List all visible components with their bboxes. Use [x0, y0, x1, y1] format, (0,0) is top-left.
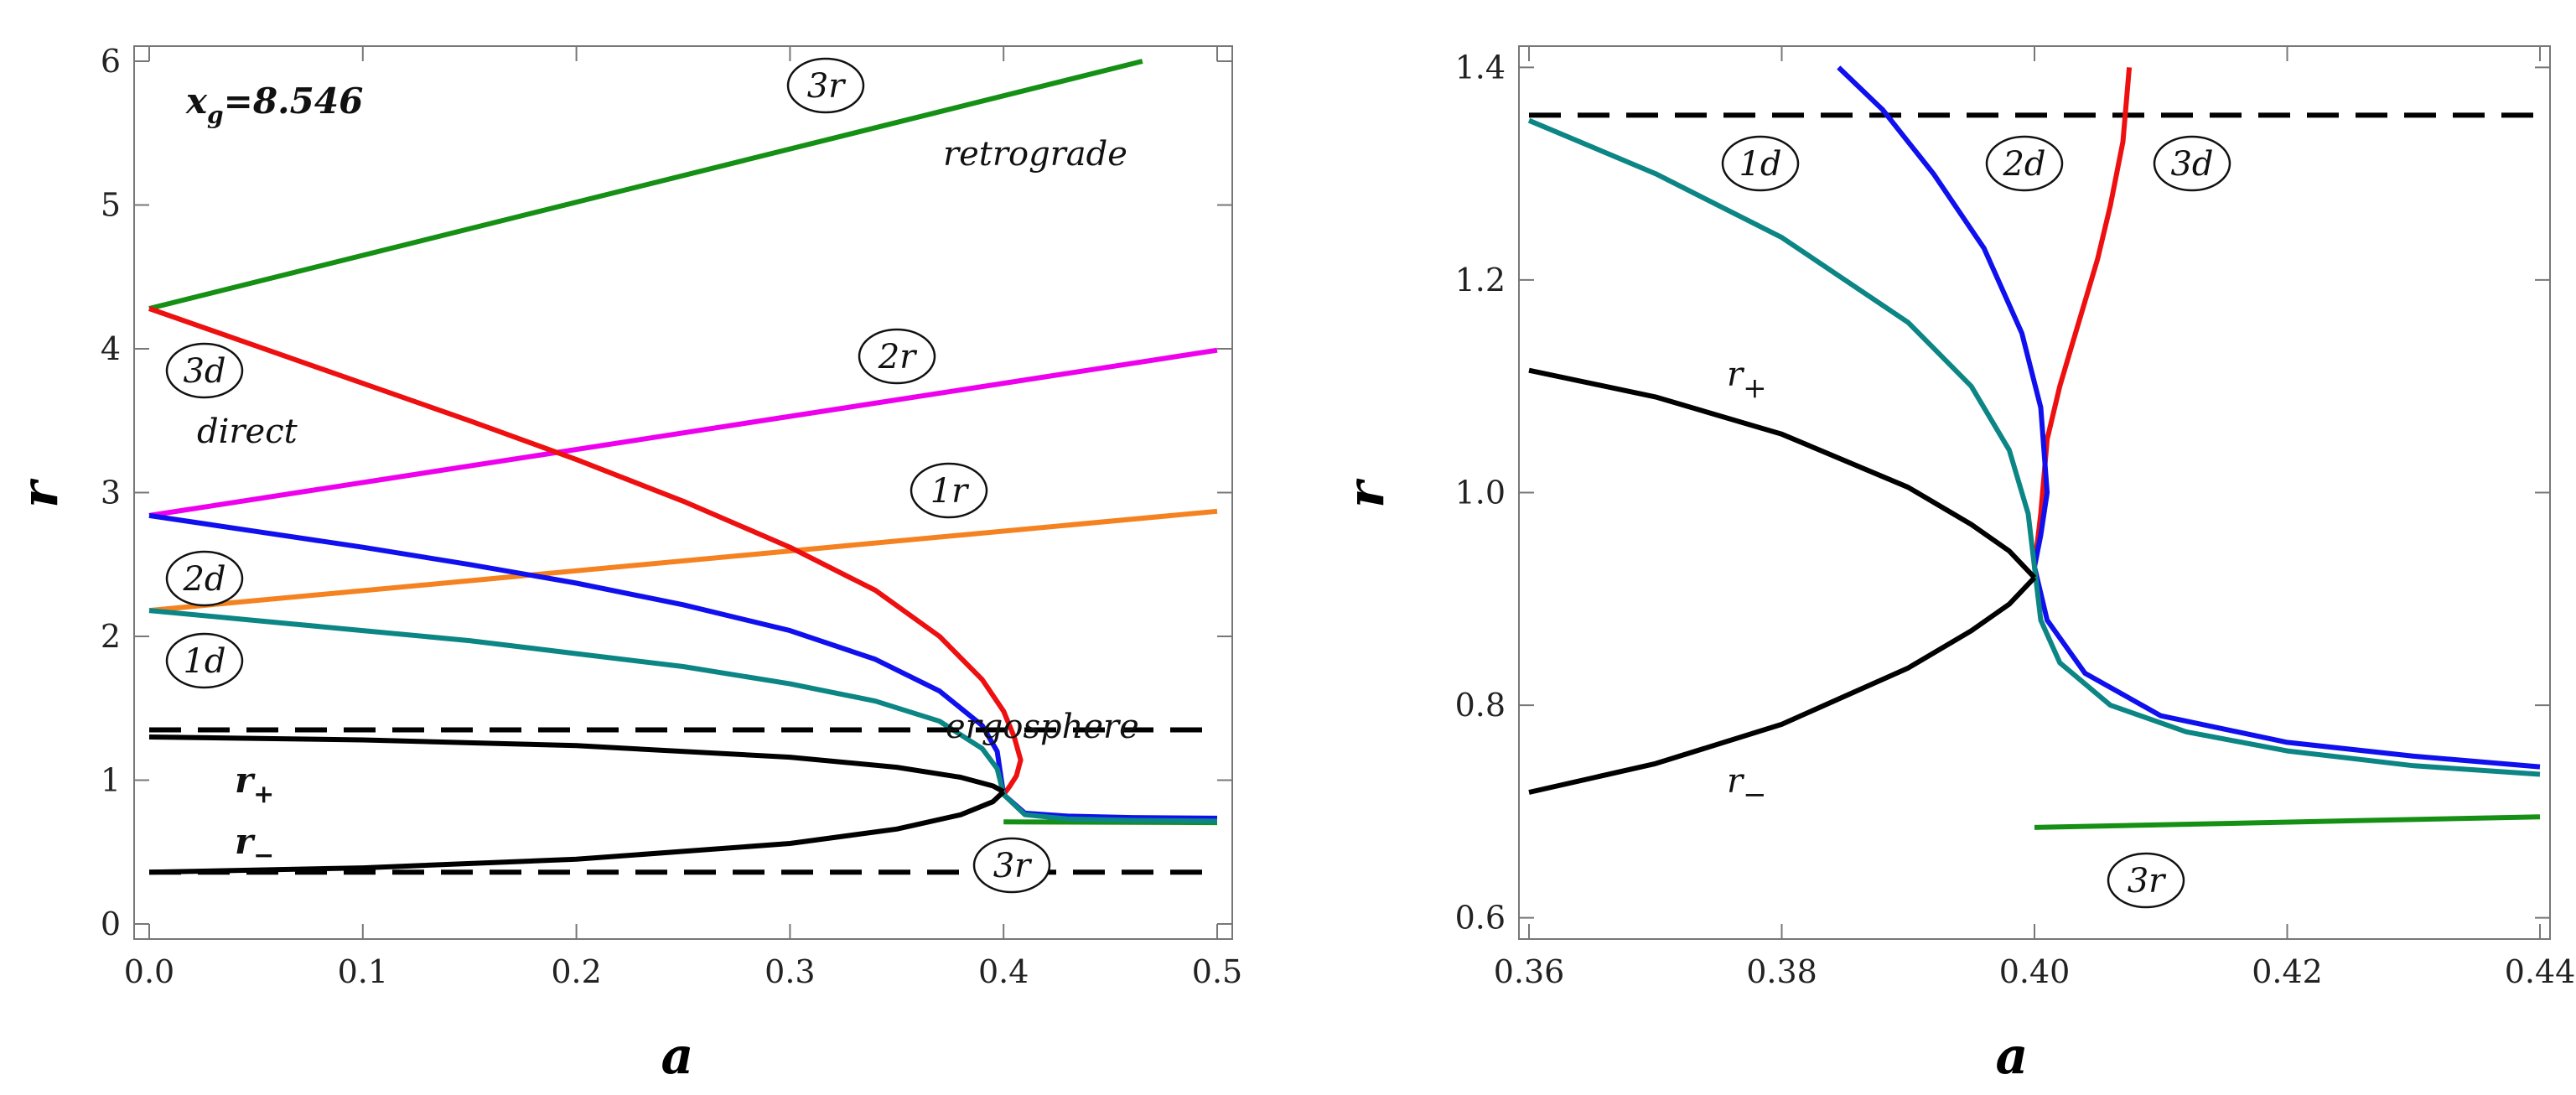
left-circle-label-2d: 2d — [165, 550, 244, 607]
svg-text:1d: 1d — [1739, 145, 1781, 184]
right-ticks: 0.36 0.38 0.40 0.42 0.44 0.6 0.8 1.0 1.2 1.4 — [1455, 46, 2576, 990]
left-y-tick-label: 3 — [101, 475, 121, 511]
left-series-r+ — [148, 734, 1005, 794]
left-y-tick-label: 0 — [101, 906, 121, 942]
left-xg-annotation: xg=8.546 — [185, 80, 363, 129]
left-series-2r — [148, 347, 1218, 518]
right-y-tick-label: 1.0 — [1455, 475, 1506, 511]
right-circle-label-3d: 3d — [2153, 135, 2231, 192]
left-x-tick-label: 0.4 — [978, 953, 1029, 990]
right-series-r- — [1528, 575, 2037, 795]
right-x-tick-label: 0.42 — [2252, 953, 2323, 990]
left-direct-label: direct — [197, 413, 298, 451]
left-x-axis-title: a — [661, 1027, 694, 1086]
right-series-r+ — [1528, 367, 2037, 579]
svg-text:3d: 3d — [183, 352, 225, 391]
left-y-axis-title: r — [11, 478, 70, 508]
left-circle-label-3d: 3d — [165, 342, 244, 399]
svg-text:3r: 3r — [2128, 862, 2167, 900]
left-series-1d — [148, 608, 1218, 824]
svg-text:2d: 2d — [182, 560, 225, 599]
left-circle-label-1d: 1d — [165, 632, 244, 689]
right-y-axis-title: r — [1337, 478, 1396, 508]
right-series-3r — [2034, 814, 2541, 830]
left-y-tick-label: 4 — [101, 330, 121, 367]
right-r-plus-label: r+ — [1727, 355, 1767, 405]
left-series-r- — [148, 790, 1006, 875]
left-circle-label-2r: 2r — [858, 328, 936, 385]
left-retrograde-label: retrograde — [943, 135, 1127, 174]
left-y-tick-label: 6 — [101, 43, 121, 80]
svg-text:3r: 3r — [993, 847, 1033, 885]
svg-text:2d: 2d — [2002, 145, 2045, 184]
right-series-2d — [1837, 65, 2541, 770]
left-y-tick-label: 2 — [101, 618, 121, 655]
left-x-tick-label: 0.2 — [551, 953, 601, 990]
svg-text:2r: 2r — [878, 338, 918, 376]
right-x-tick-label: 0.44 — [2505, 953, 2576, 990]
left-ticks: 0.0 0.1 0.2 0.3 0.4 0.5 0 1 2 3 4 5 6 — [101, 43, 1242, 990]
svg-text:1d: 1d — [183, 642, 225, 681]
svg-text:1r: 1r — [930, 472, 970, 511]
right-circle-label-2d: 2d — [1985, 135, 2064, 192]
svg-text:3r: 3r — [807, 67, 847, 106]
left-series-3d — [148, 306, 1024, 797]
left-y-tick-label: 1 — [101, 762, 121, 799]
right-series-1d — [1527, 117, 2541, 777]
left-series-1r — [148, 508, 1218, 614]
right-series — [1527, 65, 2541, 830]
svg-text:3d: 3d — [2170, 145, 2213, 184]
left-ergosphere-label: ergosphere — [946, 708, 1139, 746]
right-y-tick-label: 1.4 — [1455, 49, 1506, 86]
right-x-tick-label: 0.38 — [1746, 953, 1817, 990]
left-x-tick-label: 0.5 — [1192, 953, 1242, 990]
left-circle-label-3r-top: 3r — [786, 57, 865, 114]
left-series — [148, 59, 1218, 875]
left-x-tick-label: 0.0 — [124, 953, 174, 990]
left-x-tick-label: 0.1 — [338, 953, 388, 990]
left-circle-label-3r-low: 3r — [972, 837, 1051, 894]
left-circle-label-1r: 1r — [910, 462, 988, 519]
right-x-axis-title: a — [1996, 1027, 2029, 1086]
left-r-plus-label: r+ — [235, 760, 274, 809]
right-y-tick-label: 0.6 — [1455, 900, 1506, 937]
left-chart: 0.0 0.1 0.2 0.3 0.4 0.5 0 1 2 3 4 5 6 xg=8.546 retro… — [11, 43, 1242, 1086]
left-series-3r — [148, 59, 1143, 311]
left-r-minus-label: r− — [235, 821, 274, 870]
right-y-tick-label: 0.8 — [1455, 687, 1506, 724]
left-y-tick-label: 5 — [101, 187, 121, 224]
right-x-tick-label: 0.40 — [1999, 953, 2071, 990]
right-circle-label-1d: 1d — [1721, 135, 1800, 192]
right-circle-label-3r: 3r — [2107, 852, 2185, 909]
right-chart: 0.36 0.38 0.40 0.42 0.44 0.6 0.8 1.0 1.2 1.4 r+ r… — [1337, 45, 2576, 1086]
right-x-tick-label: 0.36 — [1494, 953, 1565, 990]
left-x-tick-label: 0.3 — [765, 953, 815, 990]
right-y-tick-label: 1.2 — [1455, 262, 1506, 298]
right-r-minus-label: r− — [1727, 762, 1767, 812]
